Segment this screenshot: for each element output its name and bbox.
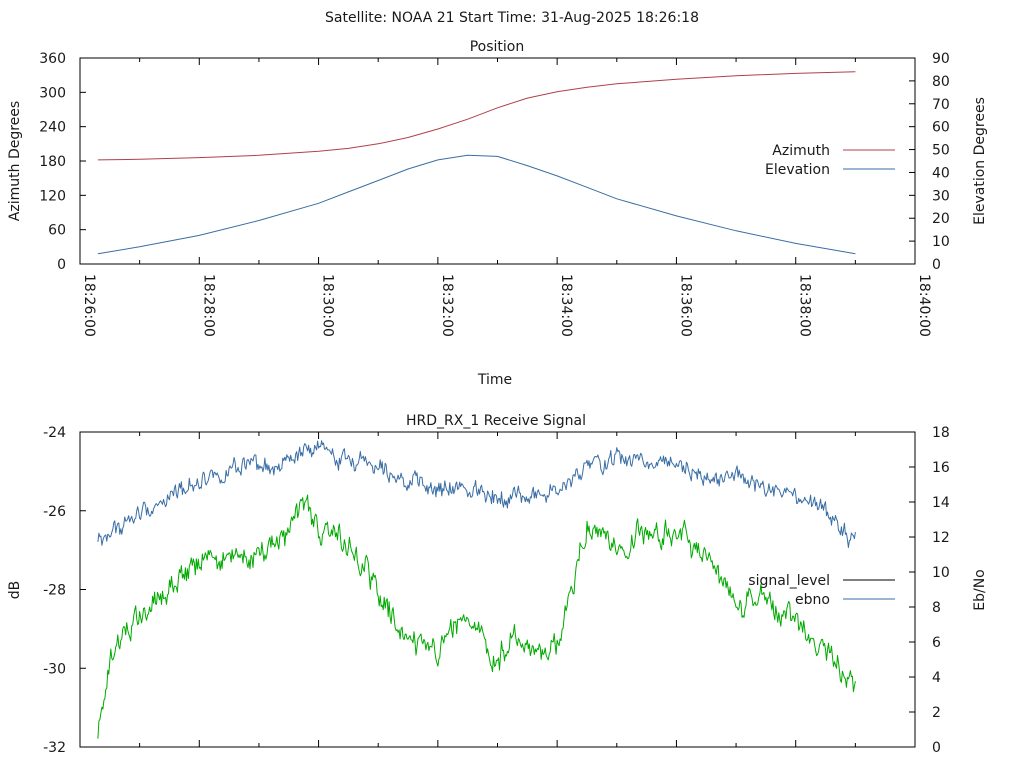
position-y2-axis-label: Elevation Degrees	[972, 97, 988, 225]
position-x-tick-label: 18:36:00	[677, 274, 693, 337]
position-x-tick-label: 18:26:00	[81, 274, 97, 337]
position-series	[97, 71, 856, 255]
receive-signal-y2-tick-label: 12	[932, 530, 950, 546]
receive-signal-y2-tick-label: 10	[932, 565, 950, 581]
receive-signal-x-axis	[79, 432, 916, 747]
receive-signal-chart: HRD_RX_1 Receive Signal -32-30-28-26-24 …	[7, 413, 988, 756]
receive-signal-chart-title: HRD_RX_1 Receive Signal	[406, 413, 586, 429]
receive-signal-y2-tick-label: 6	[932, 635, 941, 651]
receive-signal-y-tick-label: -32	[43, 740, 66, 756]
position-chart: Position 18:26:00 18:28:00 18:30:00 18:32:0…	[7, 39, 988, 388]
receive-signal-y2-axis-label: Eb/No	[972, 569, 988, 611]
receive-signal-y-tick-label: -24	[43, 425, 66, 441]
position-y2-tick-label: 40	[932, 165, 950, 181]
position-legend: Azimuth Elevation	[765, 143, 895, 178]
page-title: Satellite: NOAA 21 Start Time: 31-Aug-20…	[325, 10, 699, 26]
position-x-tick-label: 18:32:00	[439, 274, 455, 337]
position-y-tick-label: 60	[48, 223, 66, 239]
receive-signal-y-tick-label: -30	[43, 661, 66, 677]
position-chart-title: Position	[470, 39, 525, 55]
receive-signal-y2-tick-label: 2	[932, 705, 941, 721]
position-azimuth-axis: 0 60 120 180 240 300 360	[39, 51, 86, 273]
position-x-tick-label: 18:30:00	[320, 274, 336, 337]
position-y2-tick-label: 30	[932, 188, 950, 204]
position-y-tick-label: 0	[57, 257, 66, 273]
position-plot-frame	[79, 57, 916, 265]
series-line-azimuth	[97, 71, 856, 161]
series-line-signal-level	[97, 494, 856, 739]
position-x-tick-label: 18:38:00	[797, 274, 813, 337]
position-y2-tick-label: 10	[932, 234, 950, 250]
position-y-tick-label: 360	[39, 51, 66, 67]
receive-signal-y2-tick-label: 14	[932, 495, 950, 511]
position-x-tick-label: 18:28:00	[200, 274, 216, 337]
receive-signal-ebno-axis: 0 2 4 6 8 10 12 14 16 18	[909, 425, 950, 756]
receive-signal-series	[97, 440, 856, 739]
position-y2-tick-label: 70	[932, 97, 950, 113]
position-y-tick-label: 180	[39, 154, 66, 170]
position-x-axis-label: Time	[477, 372, 512, 388]
position-y-tick-label: 240	[39, 120, 66, 136]
series-line-elevation	[97, 154, 856, 255]
receive-signal-y2-tick-label: 0	[932, 740, 941, 756]
receive-signal-y-axis-label: dB	[7, 581, 23, 600]
receive-signal-y2-tick-label: 16	[932, 460, 950, 476]
receive-signal-y2-tick-label: 4	[932, 670, 941, 686]
position-y2-tick-label: 50	[932, 143, 950, 159]
position-y2-tick-label: 80	[932, 74, 950, 90]
position-elevation-axis: 0 10 20 30 40 50 60 70 80 90	[909, 51, 950, 273]
legend-label-elevation: Elevation	[765, 162, 830, 178]
legend-label-azimuth: Azimuth	[772, 143, 830, 159]
series-line-ebno	[97, 440, 856, 548]
position-x-axis: 18:26:00 18:28:00 18:30:00 18:32:00 18:34:00…	[79, 58, 932, 337]
legend-label-signal-level: signal_level	[748, 573, 830, 589]
receive-signal-y2-tick-label: 18	[932, 425, 950, 441]
position-x-tick-label: 18:40:00	[916, 274, 932, 337]
position-y-axis-label: Azimuth Degrees	[7, 101, 23, 221]
receive-signal-y-tick-label: -28	[43, 583, 66, 599]
position-y2-tick-label: 0	[932, 257, 941, 273]
position-y2-tick-label: 60	[932, 120, 950, 136]
position-y2-tick-label: 90	[932, 51, 950, 67]
position-y-tick-label: 300	[39, 85, 66, 101]
receive-signal-y2-tick-label: 8	[932, 600, 941, 616]
receive-signal-db-axis: -32 -30 -28 -26 -24	[43, 425, 86, 756]
legend-label-ebno: ebno	[795, 592, 830, 608]
position-x-tick-label: 18:34:00	[558, 274, 574, 337]
position-y-tick-label: 120	[39, 188, 66, 204]
position-y2-tick-label: 20	[932, 211, 950, 227]
receive-signal-y-tick-label: -26	[43, 504, 66, 520]
